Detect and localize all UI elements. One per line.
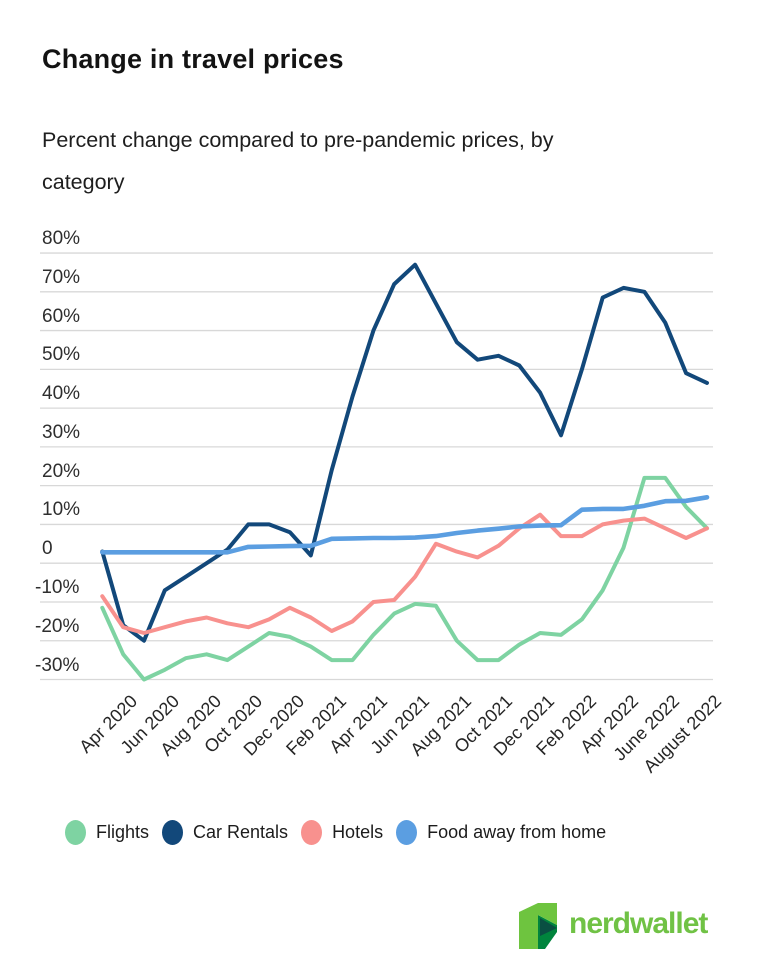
y-axis-label: 50% <box>42 344 81 366</box>
y-axis-label: 0 <box>42 538 53 560</box>
y-axis-label: 20% <box>42 460 81 482</box>
nerdwallet-wordmark: nerdwallet <box>569 906 708 940</box>
series-line-flights <box>100 475 709 682</box>
y-axis-label: -10% <box>35 576 80 598</box>
series-line-car-rentals <box>100 262 709 643</box>
legend-label-food-away-from-home: Food away from home <box>427 822 607 842</box>
y-axis-label: 80% <box>42 228 81 250</box>
y-axis-label: -20% <box>35 615 80 637</box>
legend-swatch-hotels-icon <box>301 820 323 845</box>
gridlines <box>40 252 713 681</box>
legend-swatch-flights-icon <box>65 820 86 845</box>
series-line-food-away-from-home <box>100 494 710 555</box>
legend-label-hotels: Hotels <box>332 822 384 842</box>
y-axis-label: 40% <box>42 383 81 405</box>
legend-item-car-rentals: Car Rentals <box>162 820 288 845</box>
legend-item-food-away-from-home: Food away from home <box>396 820 606 845</box>
y-axis-label: 30% <box>42 421 81 443</box>
legend-label-car-rentals: Car Rentals <box>193 822 289 842</box>
series-line-hotels <box>100 512 709 635</box>
subtitle-line-1: Percent change compared to pre-pandemic … <box>42 128 554 152</box>
y-axis-label: 10% <box>42 499 81 521</box>
y-axis-label: 60% <box>42 305 81 327</box>
page-title: Change in travel prices <box>42 44 344 74</box>
legend-item-hotels: Hotels <box>301 820 383 845</box>
legend-swatch-food-away-from-home-icon <box>396 820 418 845</box>
legend-label-flights: Flights <box>96 822 150 842</box>
chart-subtitle: Percent change compared to pre-pandemic … <box>42 119 554 203</box>
legend-item-flights: Flights <box>65 820 149 845</box>
subtitle-line-2: category <box>42 170 125 194</box>
y-axis-label: -30% <box>35 654 80 676</box>
legend-swatch-car-rentals-icon <box>162 820 184 845</box>
chart-legend: Flights Car Rentals Hotels Food away from h… <box>65 820 606 845</box>
nerdwallet-logo: nerdwallet <box>519 902 708 949</box>
y-axis-label: 70% <box>42 266 81 288</box>
nerdwallet-n-icon <box>519 903 557 949</box>
